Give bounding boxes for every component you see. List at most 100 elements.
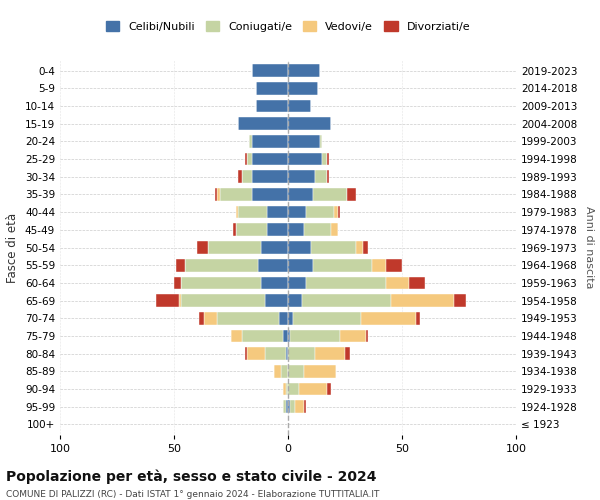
Bar <box>288 188 313 201</box>
Bar <box>288 118 331 130</box>
Bar <box>283 400 286 413</box>
Bar <box>386 259 402 272</box>
Bar <box>295 400 304 413</box>
Bar <box>256 82 288 94</box>
Bar <box>283 330 288 342</box>
Bar <box>238 206 268 218</box>
Bar <box>356 241 363 254</box>
Bar <box>288 382 299 396</box>
Bar <box>231 330 242 342</box>
Bar <box>215 188 217 201</box>
Bar <box>236 224 268 236</box>
Bar <box>265 294 288 307</box>
Bar <box>176 259 185 272</box>
Bar <box>290 400 295 413</box>
Bar <box>256 100 288 112</box>
Bar <box>217 312 279 324</box>
Bar <box>363 241 368 254</box>
Bar <box>181 294 265 307</box>
Bar <box>327 382 331 396</box>
Bar <box>247 152 251 166</box>
Bar <box>347 188 356 201</box>
Bar <box>286 348 288 360</box>
Bar <box>238 118 288 130</box>
Bar <box>288 241 311 254</box>
Bar <box>245 152 247 166</box>
Bar <box>156 294 179 307</box>
Bar <box>217 188 220 201</box>
Bar <box>268 224 288 236</box>
Bar <box>311 241 356 254</box>
Bar <box>345 348 350 360</box>
Bar <box>306 276 386 289</box>
Bar <box>179 294 181 307</box>
Bar <box>340 330 365 342</box>
Bar <box>409 276 425 289</box>
Bar <box>288 152 322 166</box>
Bar <box>361 312 416 324</box>
Bar <box>251 152 288 166</box>
Bar <box>245 348 247 360</box>
Bar <box>288 365 304 378</box>
Bar <box>197 241 208 254</box>
Bar <box>304 365 336 378</box>
Bar <box>283 382 286 396</box>
Bar <box>288 100 311 112</box>
Bar <box>249 135 251 147</box>
Bar <box>334 206 338 218</box>
Bar <box>288 312 293 324</box>
Text: COMUNE DI PALIZZI (RC) - Dati ISTAT 1° gennaio 2024 - Elaborazione TUTTITALIA.IT: COMUNE DI PALIZZI (RC) - Dati ISTAT 1° g… <box>6 490 379 499</box>
Bar <box>416 312 420 324</box>
Bar <box>238 170 242 183</box>
Bar <box>288 276 306 289</box>
Bar <box>274 365 281 378</box>
Bar <box>242 330 283 342</box>
Bar <box>199 312 203 324</box>
Bar <box>322 152 327 166</box>
Bar <box>181 276 260 289</box>
Bar <box>302 294 391 307</box>
Bar <box>288 400 290 413</box>
Bar <box>288 224 304 236</box>
Bar <box>391 294 454 307</box>
Bar <box>288 206 306 218</box>
Bar <box>306 206 334 218</box>
Bar <box>288 294 302 307</box>
Bar <box>290 330 340 342</box>
Bar <box>242 170 251 183</box>
Bar <box>316 348 345 360</box>
Bar <box>365 330 368 342</box>
Bar <box>260 276 288 289</box>
Bar <box>251 170 288 183</box>
Legend: Celibi/Nubili, Coniugati/e, Vedovi/e, Divorziati/e: Celibi/Nubili, Coniugati/e, Vedovi/e, Di… <box>101 17 475 36</box>
Text: Popolazione per età, sesso e stato civile - 2024: Popolazione per età, sesso e stato civil… <box>6 470 377 484</box>
Bar <box>304 400 306 413</box>
Bar <box>259 259 288 272</box>
Bar <box>281 365 288 378</box>
Bar <box>454 294 466 307</box>
Bar <box>251 135 288 147</box>
Bar <box>288 82 317 94</box>
Bar <box>313 259 373 272</box>
Bar <box>208 241 260 254</box>
Bar <box>220 188 251 201</box>
Y-axis label: Fasce di età: Fasce di età <box>7 212 19 282</box>
Bar <box>265 348 286 360</box>
Bar <box>338 206 340 218</box>
Bar <box>386 276 409 289</box>
Bar <box>236 206 238 218</box>
Bar <box>174 276 181 289</box>
Bar <box>286 400 288 413</box>
Bar <box>260 241 288 254</box>
Bar <box>327 152 329 166</box>
Bar <box>288 64 320 77</box>
Bar <box>320 135 322 147</box>
Bar <box>185 259 259 272</box>
Bar <box>304 224 331 236</box>
Bar <box>288 348 316 360</box>
Bar <box>288 330 290 342</box>
Y-axis label: Anni di nascita: Anni di nascita <box>584 206 594 289</box>
Bar <box>293 312 361 324</box>
Bar <box>313 188 347 201</box>
Bar <box>288 259 313 272</box>
